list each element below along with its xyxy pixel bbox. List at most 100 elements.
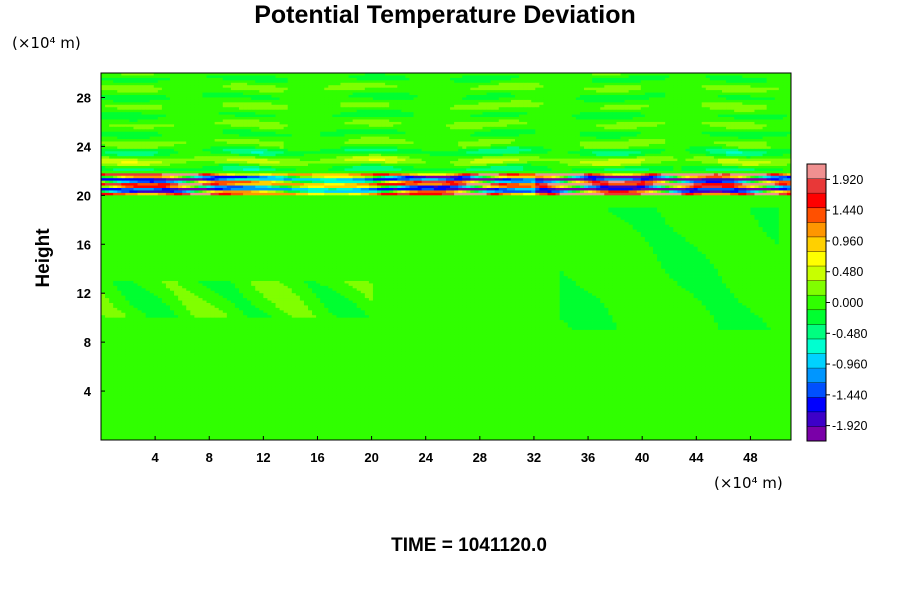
field-cell bbox=[543, 85, 547, 88]
field-cell bbox=[239, 90, 243, 93]
field-cell bbox=[763, 110, 767, 113]
field-cell bbox=[142, 110, 146, 113]
field-cell bbox=[474, 129, 478, 132]
field-cell bbox=[511, 127, 515, 130]
field-cell bbox=[767, 107, 771, 110]
field-cell bbox=[133, 134, 137, 137]
field-cell bbox=[138, 122, 142, 125]
field-cell bbox=[296, 139, 300, 142]
field-cell bbox=[219, 110, 223, 113]
field-cell bbox=[312, 115, 316, 118]
field-cell bbox=[349, 119, 353, 122]
field-cell bbox=[625, 78, 629, 81]
field-cell bbox=[418, 119, 422, 122]
field-cell bbox=[763, 112, 767, 115]
field-cell bbox=[458, 142, 462, 145]
field-cell bbox=[576, 139, 580, 142]
field-cell bbox=[543, 83, 547, 86]
field-cell bbox=[681, 88, 685, 91]
field-cell bbox=[255, 80, 259, 83]
field-cell bbox=[783, 119, 787, 122]
field-cell bbox=[182, 144, 186, 147]
field-cell bbox=[625, 122, 629, 125]
field-cell bbox=[409, 142, 413, 145]
field-cell bbox=[340, 112, 344, 115]
field-cell bbox=[345, 97, 349, 100]
field-cell bbox=[746, 119, 750, 122]
field-cell bbox=[422, 100, 426, 103]
field-cell bbox=[211, 85, 215, 88]
field-cell bbox=[414, 110, 418, 113]
field-cell bbox=[616, 117, 620, 120]
field-cell bbox=[750, 95, 754, 98]
field-cell bbox=[243, 80, 247, 83]
field-cell bbox=[531, 112, 535, 115]
field-cell bbox=[138, 100, 142, 103]
field-cell bbox=[531, 75, 535, 78]
field-cell bbox=[385, 93, 389, 96]
field-cell bbox=[198, 122, 202, 125]
field-cell bbox=[698, 107, 702, 110]
field-cell bbox=[754, 95, 758, 98]
field-cell bbox=[215, 122, 219, 125]
field-cell bbox=[190, 78, 194, 81]
field-cell bbox=[393, 95, 397, 98]
field-cell bbox=[442, 122, 446, 125]
field-cell bbox=[763, 129, 767, 132]
field-cell bbox=[263, 100, 267, 103]
field-cell bbox=[746, 97, 750, 100]
field-cell bbox=[507, 119, 511, 122]
field-cell bbox=[393, 110, 397, 113]
field-cell bbox=[669, 75, 673, 78]
field-cell bbox=[754, 132, 758, 135]
field-cell bbox=[178, 144, 182, 147]
field-cell bbox=[730, 137, 734, 140]
field-cell bbox=[397, 132, 401, 135]
field-cell bbox=[219, 75, 223, 78]
field-cell bbox=[117, 129, 121, 132]
field-cell bbox=[117, 80, 121, 83]
field-cell bbox=[405, 107, 409, 110]
field-cell bbox=[722, 102, 726, 105]
field-cell bbox=[373, 132, 377, 135]
field-cell bbox=[572, 102, 576, 105]
field-cell bbox=[616, 88, 620, 91]
field-cell bbox=[247, 102, 251, 105]
field-cell bbox=[438, 139, 442, 142]
field-cell bbox=[511, 132, 515, 135]
field-cell bbox=[568, 95, 572, 98]
field-cell bbox=[426, 129, 430, 132]
field-cell bbox=[190, 100, 194, 103]
field-cell bbox=[211, 134, 215, 137]
field-cell bbox=[320, 80, 324, 83]
field-cell bbox=[259, 117, 263, 120]
field-cell bbox=[109, 139, 113, 142]
field-cell bbox=[426, 127, 430, 130]
field-cell bbox=[332, 124, 336, 127]
field-cell bbox=[730, 83, 734, 86]
field-cell bbox=[328, 75, 332, 78]
field-cell bbox=[243, 88, 247, 91]
field-cell bbox=[154, 129, 158, 132]
field-cell bbox=[685, 102, 689, 105]
field-cell bbox=[194, 75, 198, 78]
field-cell bbox=[702, 102, 706, 105]
field-cell bbox=[580, 100, 584, 103]
field-cell bbox=[284, 144, 288, 147]
field-cell bbox=[385, 115, 389, 118]
field-cell bbox=[255, 124, 259, 127]
field-cell bbox=[121, 100, 125, 103]
field-cell bbox=[231, 78, 235, 81]
field-cell bbox=[466, 134, 470, 137]
field-cell bbox=[162, 115, 166, 118]
field-cell bbox=[596, 119, 600, 122]
field-cell bbox=[694, 132, 698, 135]
field-cell bbox=[235, 107, 239, 110]
field-cell bbox=[332, 102, 336, 105]
field-cell bbox=[568, 83, 572, 86]
field-cell bbox=[539, 97, 543, 100]
field-cell bbox=[162, 122, 166, 125]
field-cell bbox=[133, 80, 137, 83]
field-cell bbox=[568, 139, 572, 142]
field-cell bbox=[763, 95, 767, 98]
